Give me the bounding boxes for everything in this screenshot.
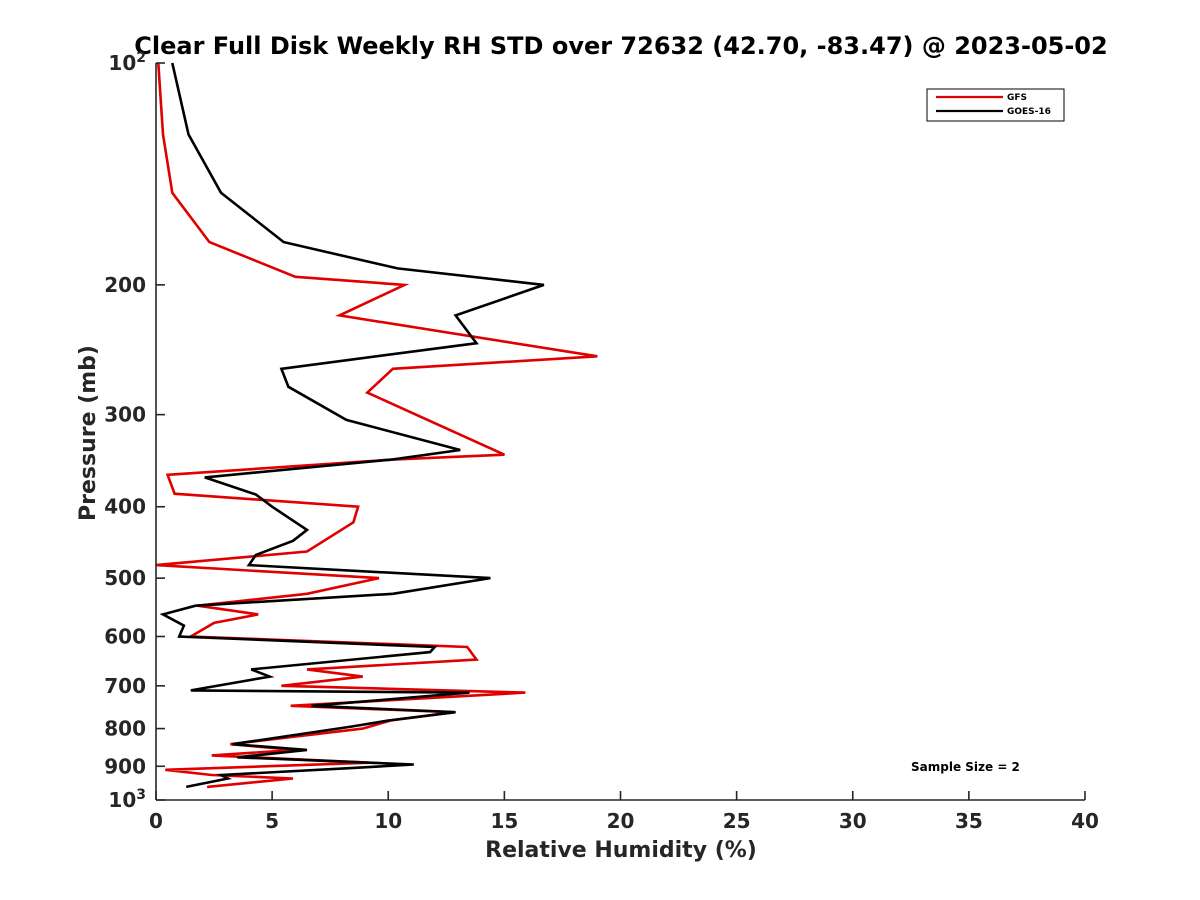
y-tick-label: 900 [104,754,146,778]
x-tick-label: 5 [265,809,279,833]
series-line-goes16 [159,62,545,789]
x-tick-label: 30 [839,809,867,833]
x-tick-label: 15 [490,809,518,833]
legend: GFS GOES-16 [926,88,1065,122]
chart-title: Clear Full Disk Weekly RH STD over 72632… [134,32,1107,60]
x-tick-label: 10 [374,809,402,833]
y-tick-label: 400 [104,495,146,519]
y-tick-label: 200 [104,273,146,297]
x-tick-label: 20 [607,809,635,833]
y-tick-label: 103 [108,787,146,812]
legend-label-goes16: GOES-16 [1007,107,1051,117]
plot-series [155,62,598,789]
legend-box [926,88,1065,122]
y-tick-label: 700 [104,674,146,698]
x-tick-label: 35 [955,809,983,833]
y-axis: 102 200 300 400 500 600 700 800 900 103 [104,50,165,812]
x-tick-label: 25 [723,809,751,833]
sample-size-annotation: Sample Size = 2 [911,760,1020,774]
y-axis-label: Pressure (mb) [76,345,101,521]
y-tick-label: 102 [108,50,146,75]
x-axis-label: Relative Humidity (%) [485,838,757,863]
legend-label-gfs: GFS [1007,93,1027,103]
y-tick-label: 600 [104,624,146,648]
x-tick-label: 40 [1071,809,1099,833]
x-axis: 0 5 10 15 20 25 30 35 40 [149,791,1099,833]
y-tick-label: 800 [104,717,146,741]
x-tick-label: 0 [149,809,163,833]
y-tick-label: 500 [104,566,146,590]
y-tick-label: 300 [104,403,146,427]
